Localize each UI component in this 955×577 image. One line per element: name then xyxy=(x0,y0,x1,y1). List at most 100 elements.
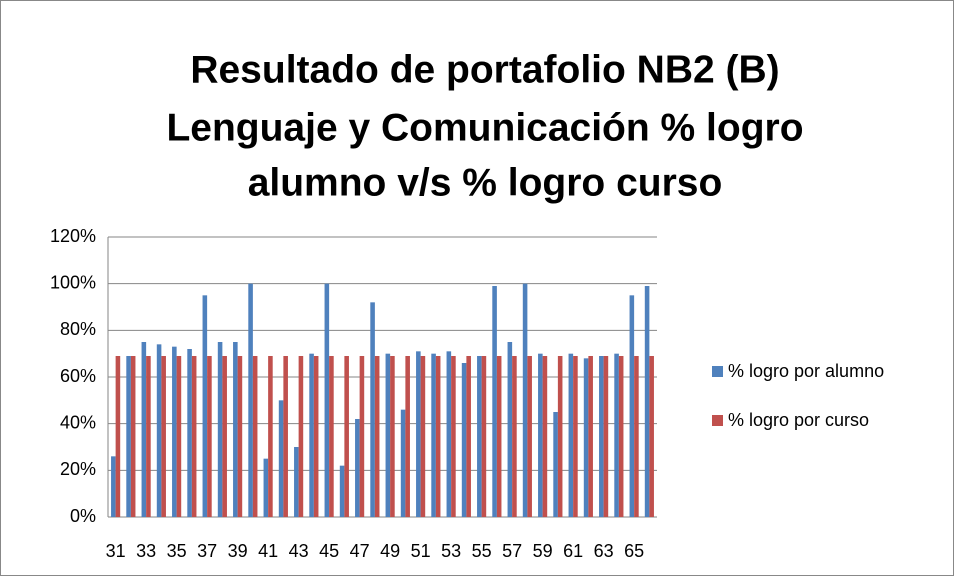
bar xyxy=(466,356,471,517)
bar xyxy=(400,409,406,517)
bar xyxy=(329,356,334,517)
bar xyxy=(553,412,558,517)
bar xyxy=(309,353,314,517)
bar xyxy=(512,356,517,517)
bar xyxy=(217,342,223,517)
bar xyxy=(370,302,375,517)
bar xyxy=(156,344,162,517)
bar xyxy=(141,342,147,517)
bar xyxy=(172,346,177,517)
x-tick-label: 63 xyxy=(594,541,614,561)
bar xyxy=(614,353,619,517)
bar xyxy=(324,283,330,517)
bar xyxy=(130,356,136,517)
bar xyxy=(405,356,410,517)
bar xyxy=(202,295,208,517)
y-tick-label: 0% xyxy=(70,506,96,526)
bar xyxy=(603,356,609,517)
bar xyxy=(618,356,624,517)
x-tick-label: 43 xyxy=(289,541,309,561)
bar xyxy=(481,356,487,517)
bar xyxy=(176,356,182,517)
x-tick-label: 39 xyxy=(228,541,248,561)
bar xyxy=(374,356,380,517)
x-tick-label: 41 xyxy=(258,541,278,561)
x-tick-label: 37 xyxy=(197,541,217,561)
bar xyxy=(588,356,593,517)
x-tick-label: 51 xyxy=(411,541,431,561)
bar xyxy=(355,419,360,517)
bar xyxy=(573,356,578,517)
bar xyxy=(557,356,563,517)
bar xyxy=(248,283,253,517)
bar xyxy=(115,356,121,517)
y-tick-label: 60% xyxy=(60,366,96,386)
y-tick-label: 80% xyxy=(60,319,96,339)
bar xyxy=(385,353,391,517)
x-tick-label: 55 xyxy=(472,541,492,561)
x-tick-label: 49 xyxy=(380,541,400,561)
bar xyxy=(461,363,467,517)
x-tick-label: 45 xyxy=(319,541,339,561)
x-tick-label: 31 xyxy=(106,541,126,561)
bar xyxy=(313,356,319,517)
bar xyxy=(492,286,497,517)
bar xyxy=(496,356,502,517)
bar xyxy=(568,353,574,517)
bar xyxy=(111,456,116,517)
bar xyxy=(298,356,304,517)
bar xyxy=(583,358,589,517)
legend-label: % logro por curso xyxy=(728,410,869,430)
bar xyxy=(252,356,258,517)
bar xyxy=(649,356,654,517)
legend-label: % logro por alumno xyxy=(728,361,884,381)
y-tick-label: 20% xyxy=(60,459,96,479)
bar xyxy=(263,458,269,517)
bar xyxy=(344,356,349,517)
chart-title: alumno v/s % logro curso xyxy=(248,161,723,204)
bar xyxy=(207,356,212,517)
bar xyxy=(359,356,365,517)
bar xyxy=(477,356,482,517)
bar xyxy=(187,349,192,517)
y-tick-label: 100% xyxy=(50,272,96,292)
bar xyxy=(339,465,345,517)
bar xyxy=(237,356,243,517)
bar xyxy=(191,356,197,517)
bar xyxy=(268,356,273,517)
bar xyxy=(161,356,166,517)
bar xyxy=(126,356,131,517)
bar xyxy=(283,356,288,517)
bar xyxy=(538,353,543,517)
x-tick-label: 59 xyxy=(533,541,553,561)
bar xyxy=(420,356,426,517)
chart-title: Lenguaje y Comunicación % logro xyxy=(166,106,803,149)
x-tick-label: 35 xyxy=(167,541,187,561)
bar xyxy=(416,351,421,517)
x-tick-label: 61 xyxy=(563,541,583,561)
bar xyxy=(644,286,650,517)
x-tick-label: 57 xyxy=(502,541,522,561)
y-tick-label: 120% xyxy=(50,226,96,246)
y-tick-label: 40% xyxy=(60,412,96,432)
bar xyxy=(222,356,227,517)
bar xyxy=(294,447,299,517)
bar xyxy=(233,342,238,517)
bar xyxy=(629,295,635,517)
bar xyxy=(527,356,532,517)
chart-title: Resultado de portafolio NB2 (B) xyxy=(190,48,779,91)
x-tick-label: 53 xyxy=(441,541,461,561)
x-tick-label: 33 xyxy=(136,541,156,561)
bar xyxy=(634,356,639,517)
bar xyxy=(451,356,456,517)
bar xyxy=(390,356,395,517)
bar xyxy=(146,356,151,517)
legend-swatch xyxy=(712,366,723,377)
bar xyxy=(446,351,452,517)
x-tick-label: 65 xyxy=(624,541,644,561)
bar xyxy=(599,356,604,517)
bar xyxy=(542,356,548,517)
bar xyxy=(431,353,436,517)
bar xyxy=(278,400,284,517)
